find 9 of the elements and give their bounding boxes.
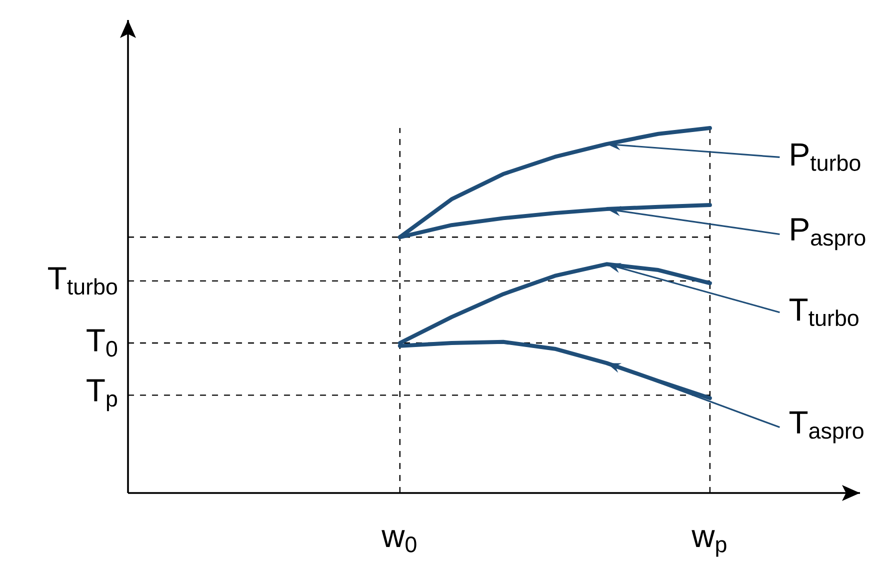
x-tick-label: w$_{p}$	[692, 530, 726, 557]
text: T$_{turbo}$	[789, 298, 858, 326]
text: T$_{aspro}$	[789, 411, 864, 444]
text: P$_{turbo}$	[791, 144, 860, 171]
ref-line-label: T$_{0}$	[86, 329, 118, 357]
text: P$_{aspro}$	[791, 218, 866, 250]
ref-line-label: T$_{turbo}$	[48, 267, 117, 295]
ref-line-label: T$_{p}$	[86, 379, 117, 412]
x-tick-label: w$_{0}$	[382, 530, 416, 552]
